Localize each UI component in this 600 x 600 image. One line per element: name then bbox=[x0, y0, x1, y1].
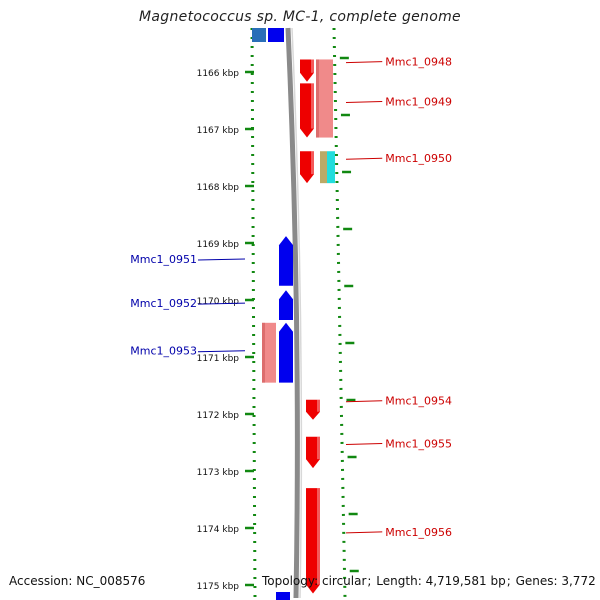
leader-line-mmc1_0954 bbox=[345, 400, 383, 403]
genome-summary-footer: Topology: circular; Length: 4,719,581 bp… bbox=[262, 574, 596, 588]
gene-arrow-mmc1_0956-shade bbox=[317, 488, 320, 585]
gene-arrow-mmc1_0948 bbox=[300, 59, 314, 82]
tick-label-1169: 1169 kbp bbox=[197, 240, 240, 250]
leader-line-mmc1_0950 bbox=[345, 157, 383, 160]
tick-label-1170: 1170 kbp bbox=[197, 297, 240, 307]
tick-label-1168: 1168 kbp bbox=[197, 183, 240, 193]
leader-line-mmc1_0955 bbox=[345, 442, 383, 445]
tick-label-1173: 1173 kbp bbox=[197, 468, 240, 478]
gene-arrow-mmc1_0950 bbox=[300, 151, 314, 184]
genome-backbone bbox=[285, 27, 300, 599]
gene-arrow-mmc1_0954-shade bbox=[317, 399, 320, 412]
gene-label-mmc1_0952: Mmc1_0952 bbox=[130, 297, 197, 310]
gene-arrow-mmc1_0951 bbox=[279, 236, 293, 286]
genes-value: 3,772 bbox=[561, 574, 596, 588]
gene-label-mmc1_0949: Mmc1_0949 bbox=[385, 95, 452, 108]
edge-feature-top-left bbox=[252, 28, 266, 42]
leader-line-mmc1_0953 bbox=[197, 350, 246, 353]
gene-arrow-mmc1_0949-shade bbox=[311, 83, 314, 129]
tick-label-1174: 1174 kbp bbox=[197, 525, 240, 535]
map-title: Magnetococcus sp. MC-1, complete genome bbox=[139, 9, 461, 25]
edge-feature-bottom bbox=[276, 592, 290, 600]
companion-track-0950-b bbox=[327, 151, 335, 184]
genes-label: Genes: bbox=[515, 574, 558, 588]
leader-line-mmc1_0949 bbox=[345, 100, 383, 103]
edge-feature-top-right bbox=[268, 28, 284, 42]
right-guide-dots bbox=[332, 27, 347, 599]
tick-label-1175: 1175 kbp bbox=[197, 582, 240, 592]
companion-track-0948-0949-edge bbox=[316, 59, 319, 138]
accession-label: Accession: bbox=[9, 574, 73, 588]
leader-line-mmc1_0951 bbox=[197, 258, 246, 261]
leader-line-mmc1_0952 bbox=[197, 302, 246, 305]
tick-label-1171: 1171 kbp bbox=[197, 354, 240, 364]
companion-track-0953-edge bbox=[262, 322, 265, 383]
tick-label-1172: 1172 kbp bbox=[197, 411, 240, 421]
topology-value: circular bbox=[321, 574, 367, 588]
gene-arrow-mmc1_0948-shade bbox=[311, 59, 314, 73]
gene-arrow-mmc1_0949 bbox=[300, 83, 314, 138]
genome-backbone-highlight bbox=[291, 27, 303, 599]
gene-arrow-mmc1_0952 bbox=[279, 290, 293, 320]
accession-value: NC_008576 bbox=[76, 574, 146, 588]
leader-line-mmc1_0956 bbox=[345, 531, 383, 534]
tick-label-1167: 1167 kbp bbox=[197, 126, 240, 136]
left-guide-dots bbox=[250, 27, 257, 599]
companion-track-0948-0949 bbox=[316, 59, 333, 138]
gene-label-mmc1_0954: Mmc1_0954 bbox=[385, 395, 452, 408]
leader-line-mmc1_0948 bbox=[345, 61, 383, 64]
gene-label-mmc1_0953: Mmc1_0953 bbox=[130, 345, 197, 358]
gene-label-mmc1_0956: Mmc1_0956 bbox=[385, 526, 452, 539]
gene-arrow-mmc1_0955 bbox=[306, 436, 320, 469]
gene-label-mmc1_0950: Mmc1_0950 bbox=[385, 152, 452, 165]
companion-track-0950-a bbox=[320, 151, 327, 184]
length-value: 4,719,581 bp bbox=[425, 574, 506, 588]
companion-track-0953 bbox=[262, 322, 276, 383]
length-label: Length: bbox=[376, 574, 422, 588]
accession-footer: Accession: NC_008576 bbox=[9, 574, 145, 588]
topology-label: Topology: bbox=[262, 574, 319, 588]
tick-label-1166: 1166 kbp bbox=[197, 69, 240, 79]
gene-arrow-mmc1_0955-shade bbox=[317, 436, 320, 460]
gene-arrow-mmc1_0954 bbox=[306, 399, 320, 420]
gene-arrow-mmc1_0956 bbox=[306, 488, 320, 594]
gene-arrow-mmc1_0950-shade bbox=[311, 151, 314, 175]
gene-label-mmc1_0951: Mmc1_0951 bbox=[130, 253, 197, 266]
gene-arrow-mmc1_0953 bbox=[279, 322, 293, 383]
gene-label-mmc1_0948: Mmc1_0948 bbox=[385, 56, 452, 69]
gene-label-mmc1_0955: Mmc1_0955 bbox=[385, 437, 452, 450]
